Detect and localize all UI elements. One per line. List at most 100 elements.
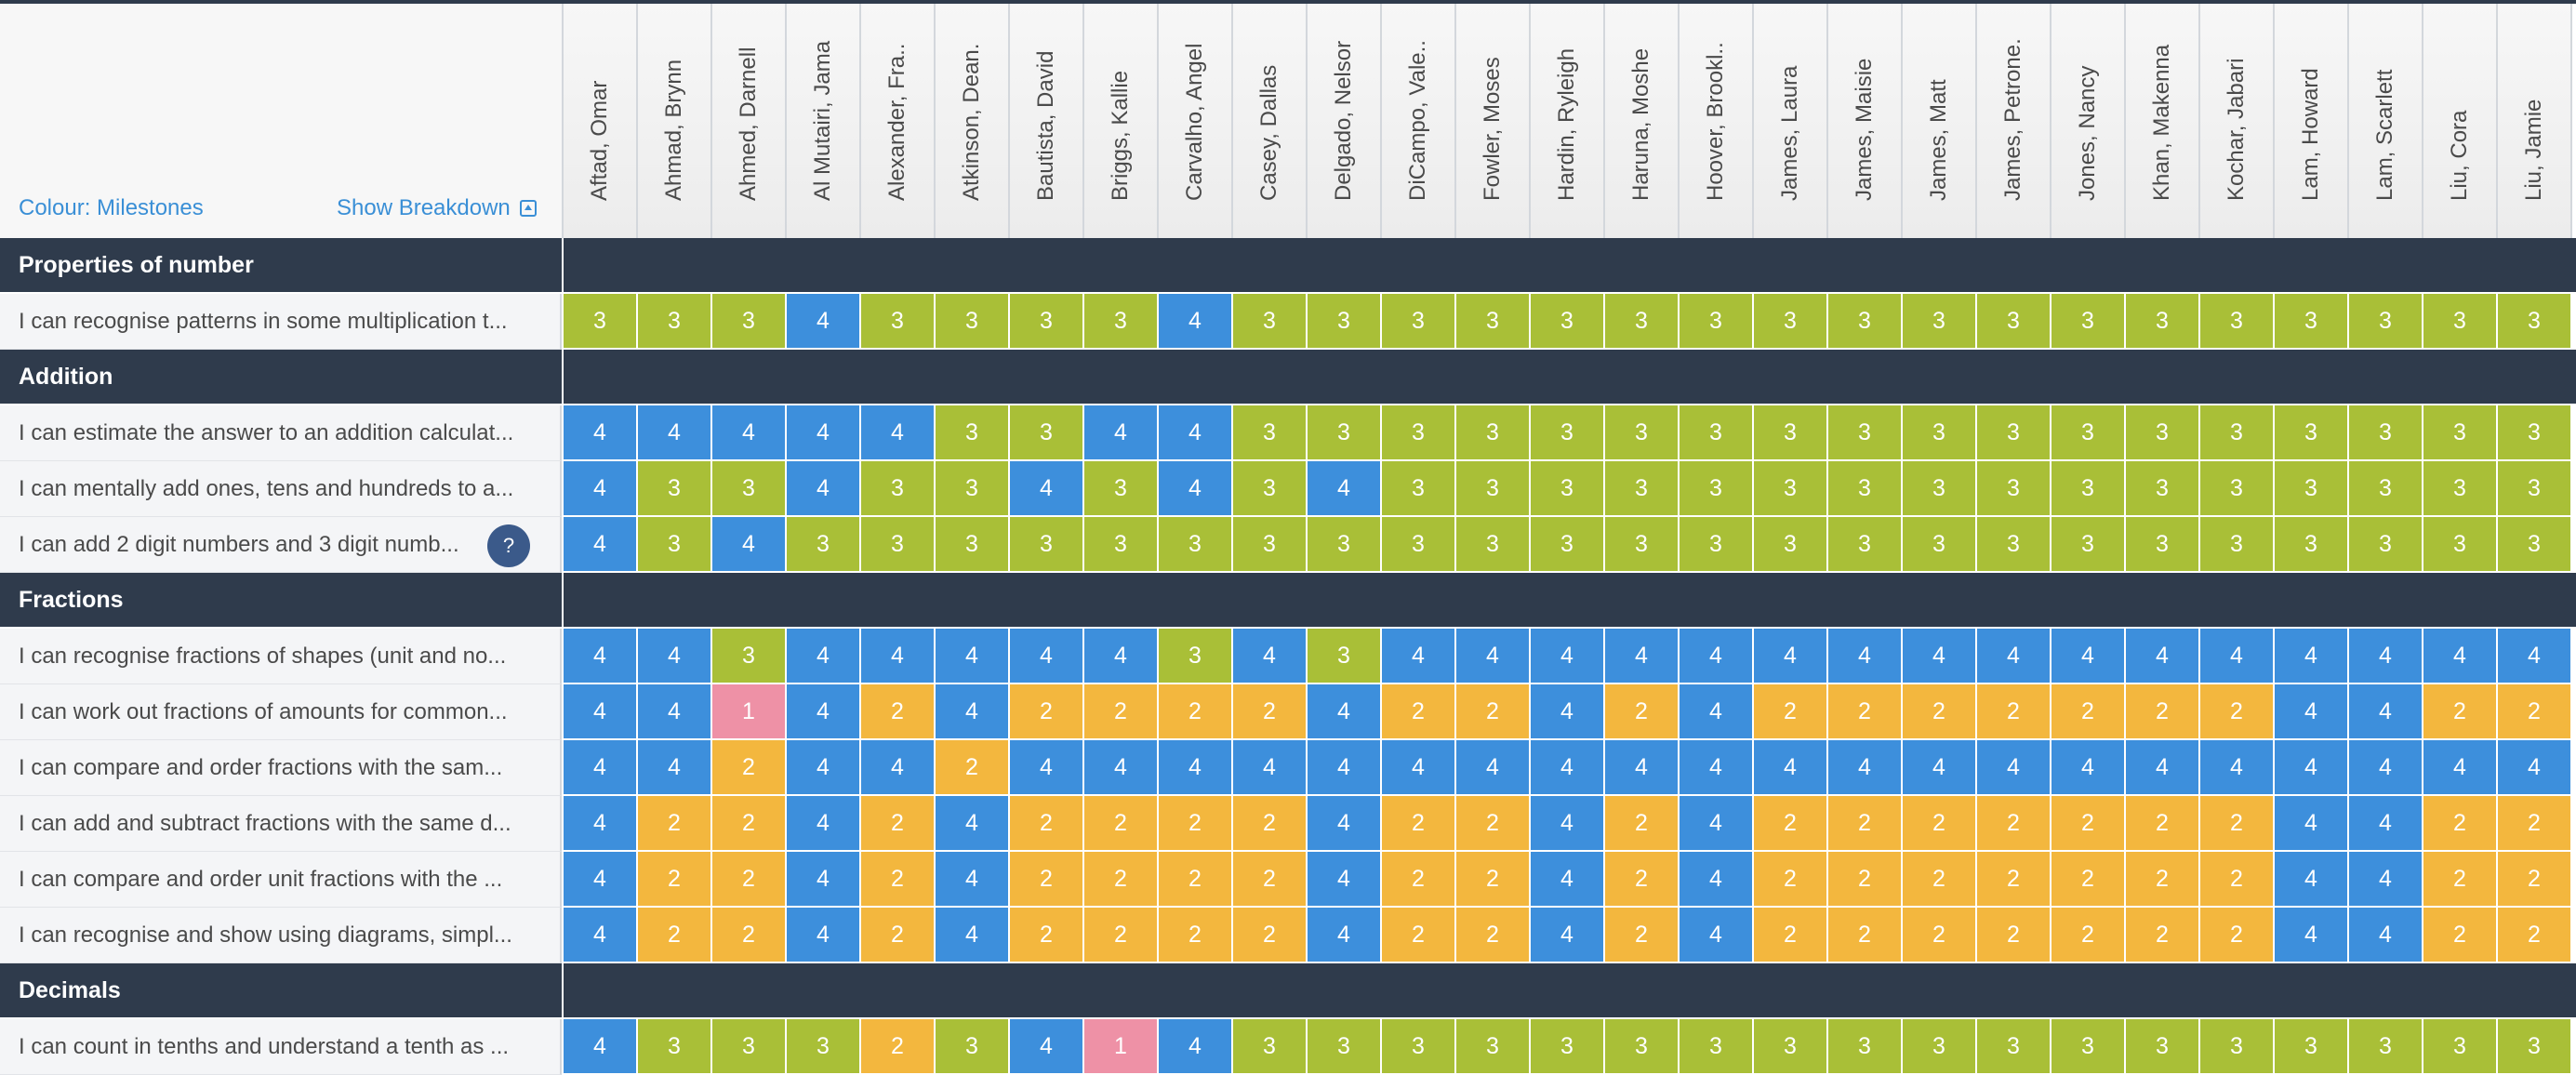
score-cell[interactable]: 3	[1308, 517, 1382, 573]
student-column-header[interactable]: Al Mutairi, Jama	[787, 4, 861, 238]
score-cell[interactable]: 3	[1605, 517, 1680, 573]
score-cell[interactable]: 3	[2200, 517, 2275, 573]
score-cell[interactable]: 3	[1531, 405, 1605, 461]
objective-label[interactable]: I can mentally add ones, tens and hundre…	[0, 461, 562, 517]
score-cell[interactable]: 3	[1456, 294, 1531, 350]
score-cell[interactable]: 4	[1531, 629, 1605, 684]
student-column-header[interactable]: Alexander, Fra..	[861, 4, 936, 238]
score-cell[interactable]: 3	[1084, 461, 1159, 517]
score-cell[interactable]: 3	[2126, 517, 2200, 573]
score-cell[interactable]: 3	[936, 405, 1010, 461]
score-cell[interactable]: 3	[1456, 461, 1531, 517]
score-cell[interactable]: 4	[2349, 908, 2423, 963]
score-cell[interactable]: 3	[936, 461, 1010, 517]
score-cell[interactable]: 2	[1456, 796, 1531, 852]
score-cell[interactable]: 3	[1382, 461, 1456, 517]
score-cell[interactable]: 3	[1605, 405, 1680, 461]
score-cell[interactable]: 2	[638, 796, 712, 852]
score-cell[interactable]: 4	[787, 908, 861, 963]
student-column-header[interactable]: Jones, Nancy	[2052, 4, 2126, 238]
score-cell[interactable]: 3	[1754, 517, 1828, 573]
score-cell[interactable]: 2	[1233, 796, 1308, 852]
score-cell[interactable]: 4	[2275, 740, 2349, 796]
student-column-header[interactable]: Lam, Howard	[2275, 4, 2349, 238]
score-cell[interactable]: 4	[638, 740, 712, 796]
score-cell[interactable]: 4	[1754, 629, 1828, 684]
score-cell[interactable]: 4	[787, 852, 861, 908]
score-cell[interactable]: 2	[1233, 684, 1308, 740]
score-cell[interactable]: 3	[1754, 294, 1828, 350]
score-cell[interactable]: 3	[1680, 405, 1754, 461]
score-cell[interactable]: 4	[2423, 740, 2498, 796]
score-cell[interactable]: 4	[1605, 740, 1680, 796]
score-cell[interactable]: 1	[1084, 1019, 1159, 1075]
score-cell[interactable]: 3	[2498, 461, 2572, 517]
score-cell[interactable]: 4	[2349, 740, 2423, 796]
score-cell[interactable]: 4	[712, 405, 787, 461]
score-cell[interactable]: 2	[1159, 684, 1233, 740]
objective-label[interactable]: I can compare and order fractions with t…	[0, 740, 562, 796]
score-cell[interactable]: 4	[936, 908, 1010, 963]
score-cell[interactable]: 2	[1605, 908, 1680, 963]
score-cell[interactable]: 2	[861, 684, 936, 740]
score-cell[interactable]: 2	[2200, 684, 2275, 740]
score-cell[interactable]: 2	[1159, 908, 1233, 963]
score-cell[interactable]: 3	[2275, 1019, 2349, 1075]
score-cell[interactable]: 2	[1233, 908, 1308, 963]
score-cell[interactable]: 4	[861, 629, 936, 684]
score-cell[interactable]: 4	[2349, 796, 2423, 852]
score-cell[interactable]: 3	[712, 1019, 787, 1075]
score-cell[interactable]: 4	[564, 1019, 638, 1075]
student-column-header[interactable]: Ahmad, Brynn	[638, 4, 712, 238]
score-cell[interactable]: 4	[564, 517, 638, 573]
score-cell[interactable]: 4	[1159, 740, 1233, 796]
score-cell[interactable]: 4	[2275, 852, 2349, 908]
student-column-header[interactable]: Delgado, Nelsor	[1308, 4, 1382, 238]
score-cell[interactable]: 3	[2275, 517, 2349, 573]
score-cell[interactable]: 2	[1828, 852, 1903, 908]
score-cell[interactable]: 2	[1903, 796, 1977, 852]
score-cell[interactable]: 2	[861, 1019, 936, 1075]
score-cell[interactable]: 4	[787, 684, 861, 740]
score-cell[interactable]: 2	[1010, 796, 1084, 852]
score-cell[interactable]: 3	[2423, 294, 2498, 350]
score-cell[interactable]: 2	[712, 908, 787, 963]
score-cell[interactable]: 2	[1605, 852, 1680, 908]
score-cell[interactable]: 4	[1531, 908, 1605, 963]
student-column-header[interactable]: Briggs, Kallie	[1084, 4, 1159, 238]
score-cell[interactable]: 2	[2423, 684, 2498, 740]
score-cell[interactable]: 4	[787, 405, 861, 461]
score-cell[interactable]: 3	[2349, 405, 2423, 461]
score-cell[interactable]: 4	[1680, 629, 1754, 684]
score-cell[interactable]: 4	[1680, 684, 1754, 740]
score-cell[interactable]: 2	[2498, 684, 2572, 740]
objective-label[interactable]: I can recognise fractions of shapes (uni…	[0, 629, 562, 684]
score-cell[interactable]: 4	[936, 684, 1010, 740]
student-column-header[interactable]: Fowler, Moses	[1456, 4, 1531, 238]
score-cell[interactable]: 2	[1605, 796, 1680, 852]
score-cell[interactable]: 2	[1010, 908, 1084, 963]
score-cell[interactable]: 3	[638, 461, 712, 517]
score-cell[interactable]: 4	[2349, 684, 2423, 740]
score-cell[interactable]: 2	[1233, 852, 1308, 908]
score-cell[interactable]: 3	[2052, 405, 2126, 461]
score-cell[interactable]: 4	[1308, 852, 1382, 908]
score-cell[interactable]: 1	[712, 684, 787, 740]
score-cell[interactable]: 3	[2200, 294, 2275, 350]
score-cell[interactable]: 3	[1010, 294, 1084, 350]
score-cell[interactable]: 4	[1828, 740, 1903, 796]
score-cell[interactable]: 3	[1680, 294, 1754, 350]
score-cell[interactable]: 4	[787, 740, 861, 796]
score-cell[interactable]: 2	[1010, 852, 1084, 908]
score-cell[interactable]: 4	[564, 740, 638, 796]
score-cell[interactable]: 3	[1680, 1019, 1754, 1075]
score-cell[interactable]: 2	[1828, 908, 1903, 963]
student-column-header[interactable]: Kochar, Jabari	[2200, 4, 2275, 238]
score-cell[interactable]: 3	[1754, 461, 1828, 517]
score-cell[interactable]: 3	[1903, 294, 1977, 350]
score-cell[interactable]: 4	[1977, 629, 2052, 684]
score-cell[interactable]: 3	[1977, 405, 2052, 461]
score-cell[interactable]: 3	[1531, 1019, 1605, 1075]
score-cell[interactable]: 4	[2200, 629, 2275, 684]
score-cell[interactable]: 3	[2498, 517, 2572, 573]
